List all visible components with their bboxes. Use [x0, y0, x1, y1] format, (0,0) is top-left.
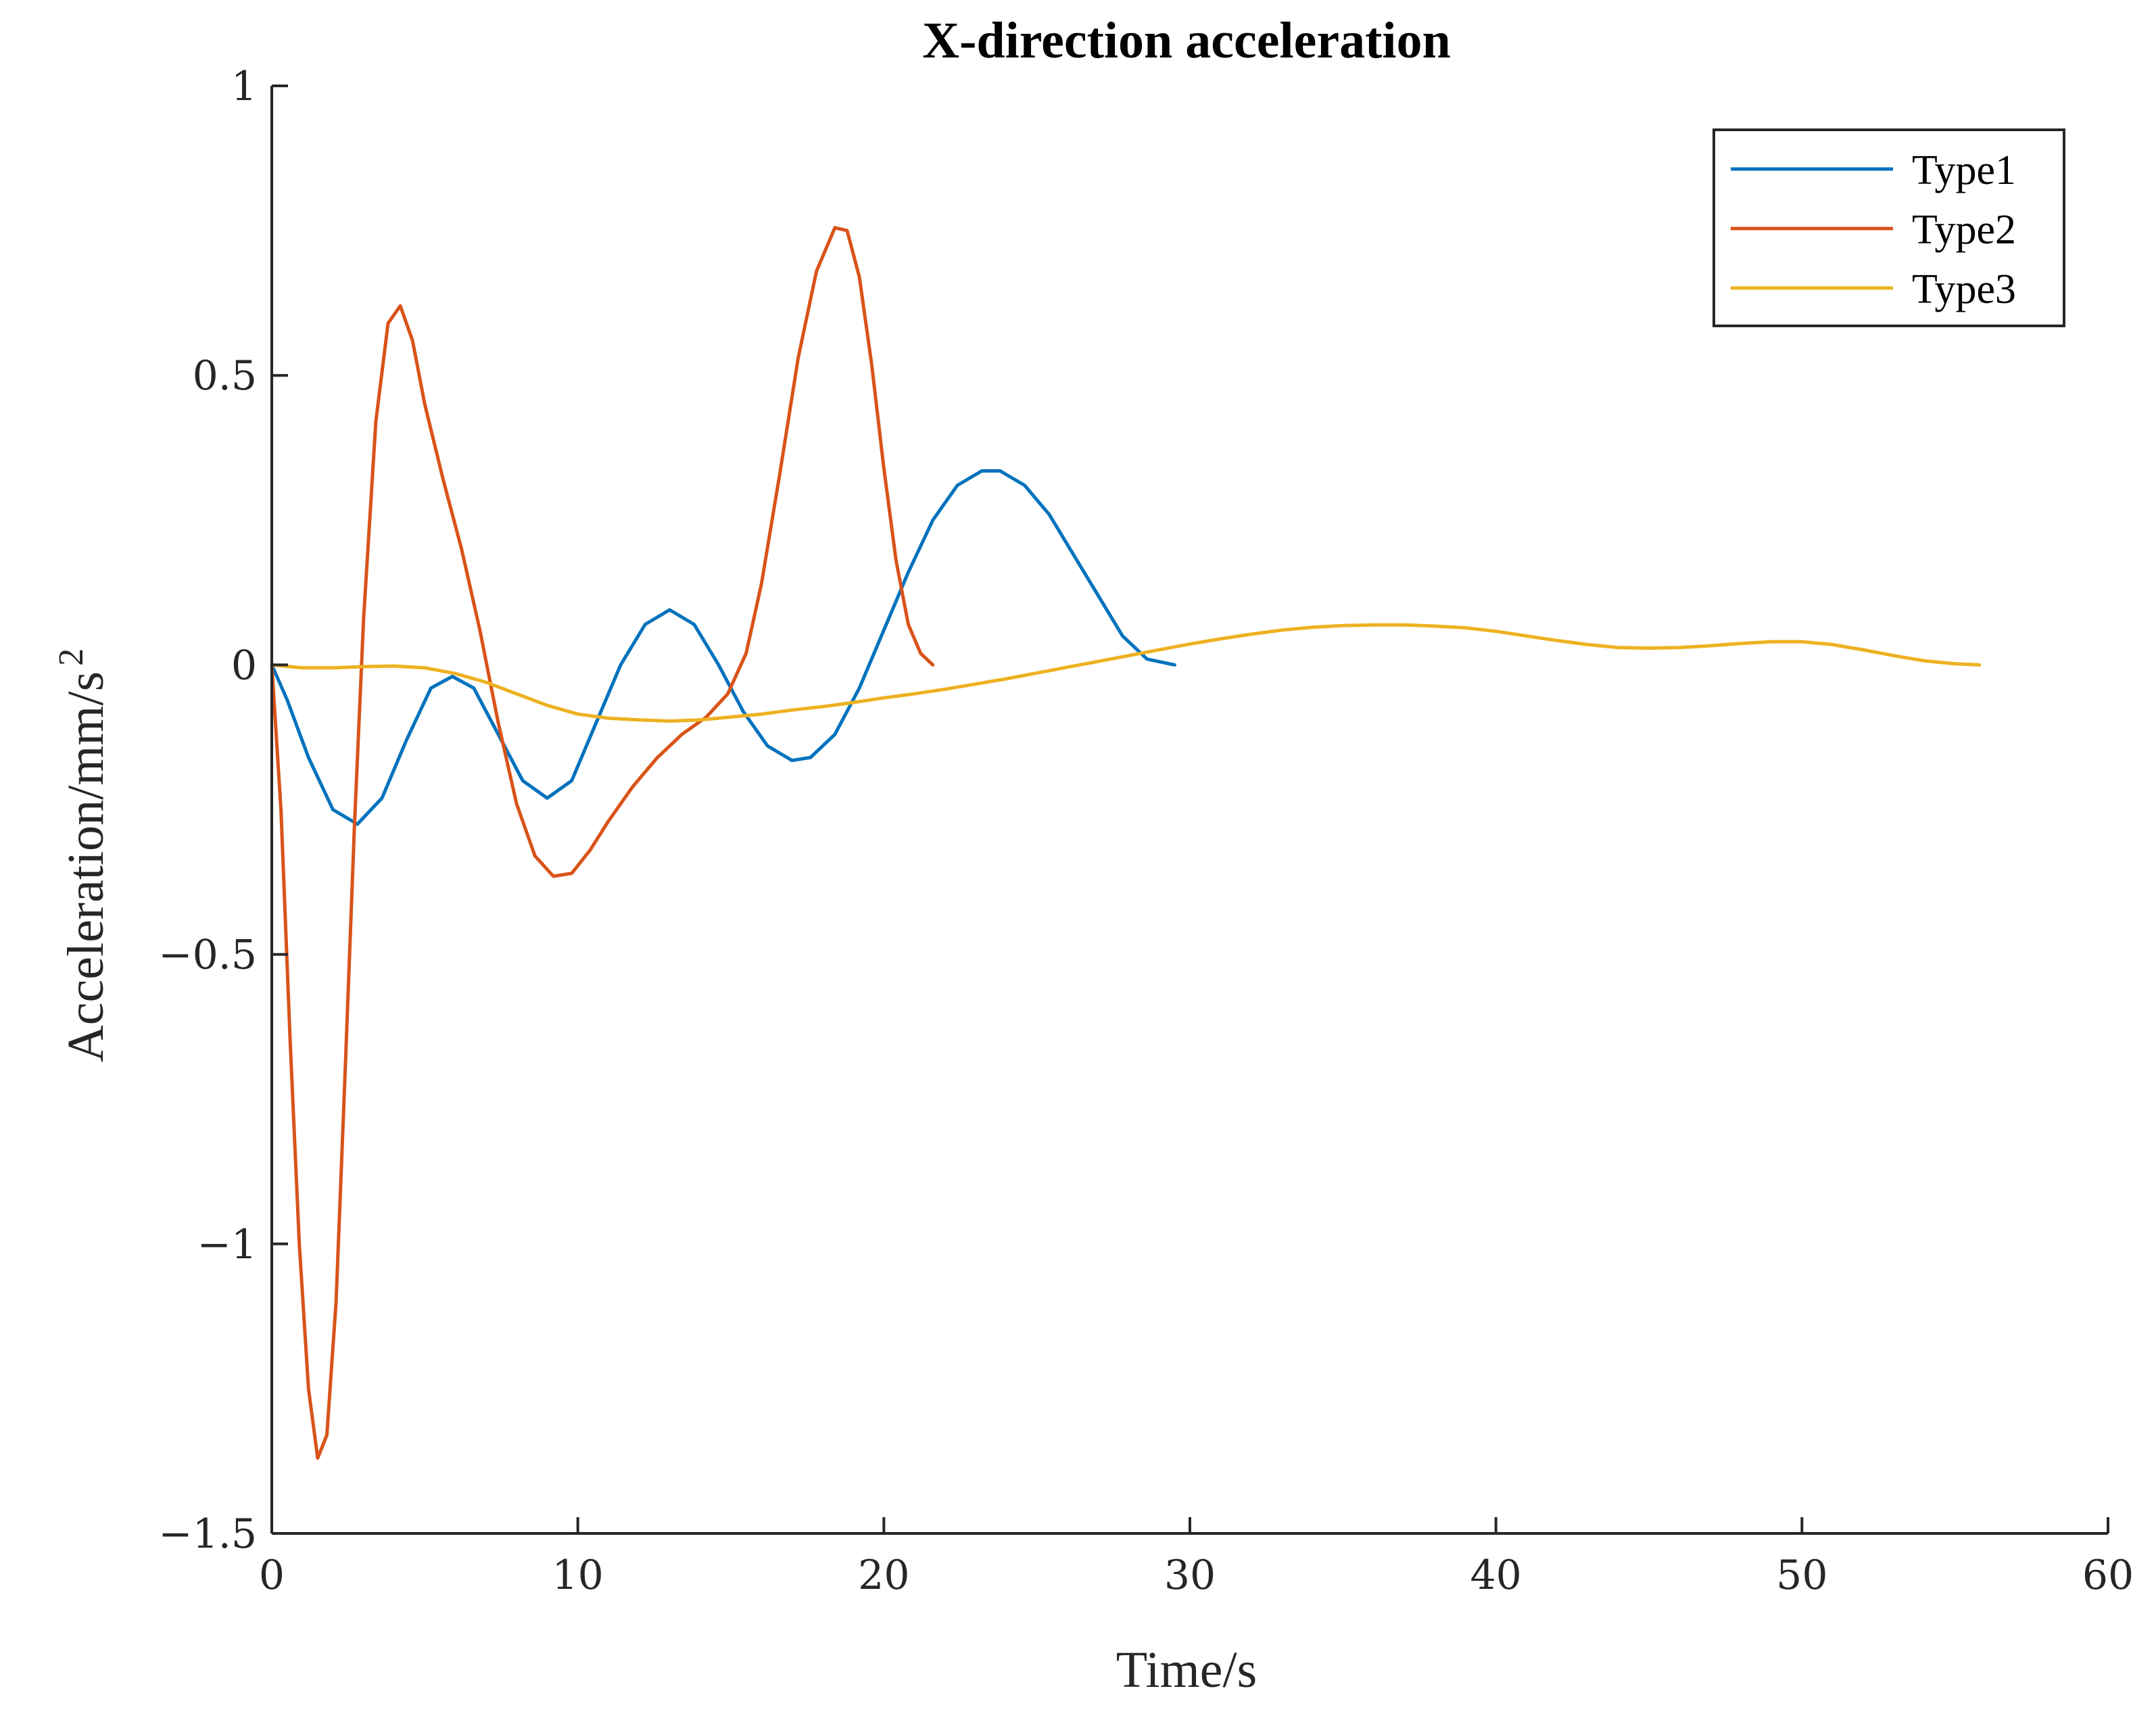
series-line-type2: [270, 226, 935, 1460]
y-axis-label-superscript: 2: [52, 648, 91, 666]
x-tick-label: 10: [552, 1552, 603, 1599]
y-axis-ticks: −1.5 −1 −0.5 0 0.5 1: [158, 63, 288, 1558]
series-line-type3: [270, 623, 1982, 723]
y-axis-label: Acceleration/mm/s 2: [52, 648, 114, 1062]
y-tick-label: 0.5: [193, 352, 257, 400]
plot-lines: [270, 226, 1982, 1460]
y-tick-label: 1: [231, 63, 257, 110]
x-axis-label: Time/s: [1116, 1642, 1257, 1698]
y-tick-label: −0.5: [158, 932, 257, 979]
x-tick-label: 40: [1470, 1552, 1521, 1599]
legend-label-type3: Type3: [1912, 266, 2016, 312]
y-tick-label: 0: [231, 642, 257, 689]
series-line-type1: [270, 469, 1176, 826]
x-axis-ticks: 0 10 20 30 40 50 60: [259, 1517, 2134, 1599]
y-tick-label: −1.5: [158, 1510, 257, 1558]
chart-title: X-direction acceleration: [922, 12, 1451, 69]
x-tick-label: 60: [2082, 1552, 2134, 1599]
y-tick-label: −1: [197, 1221, 257, 1268]
legend: Type1 Type2 Type3: [1712, 128, 2065, 327]
legend-label-type1: Type1: [1912, 147, 2016, 193]
legend-label-type2: Type2: [1912, 207, 2016, 253]
x-tick-label: 30: [1164, 1552, 1216, 1599]
x-tick-label: 50: [1776, 1552, 1827, 1599]
y-axis-label-text: Acceleration/mm/s: [57, 671, 114, 1062]
x-tick-label: 0: [259, 1552, 285, 1599]
x-tick-label: 20: [858, 1552, 909, 1599]
